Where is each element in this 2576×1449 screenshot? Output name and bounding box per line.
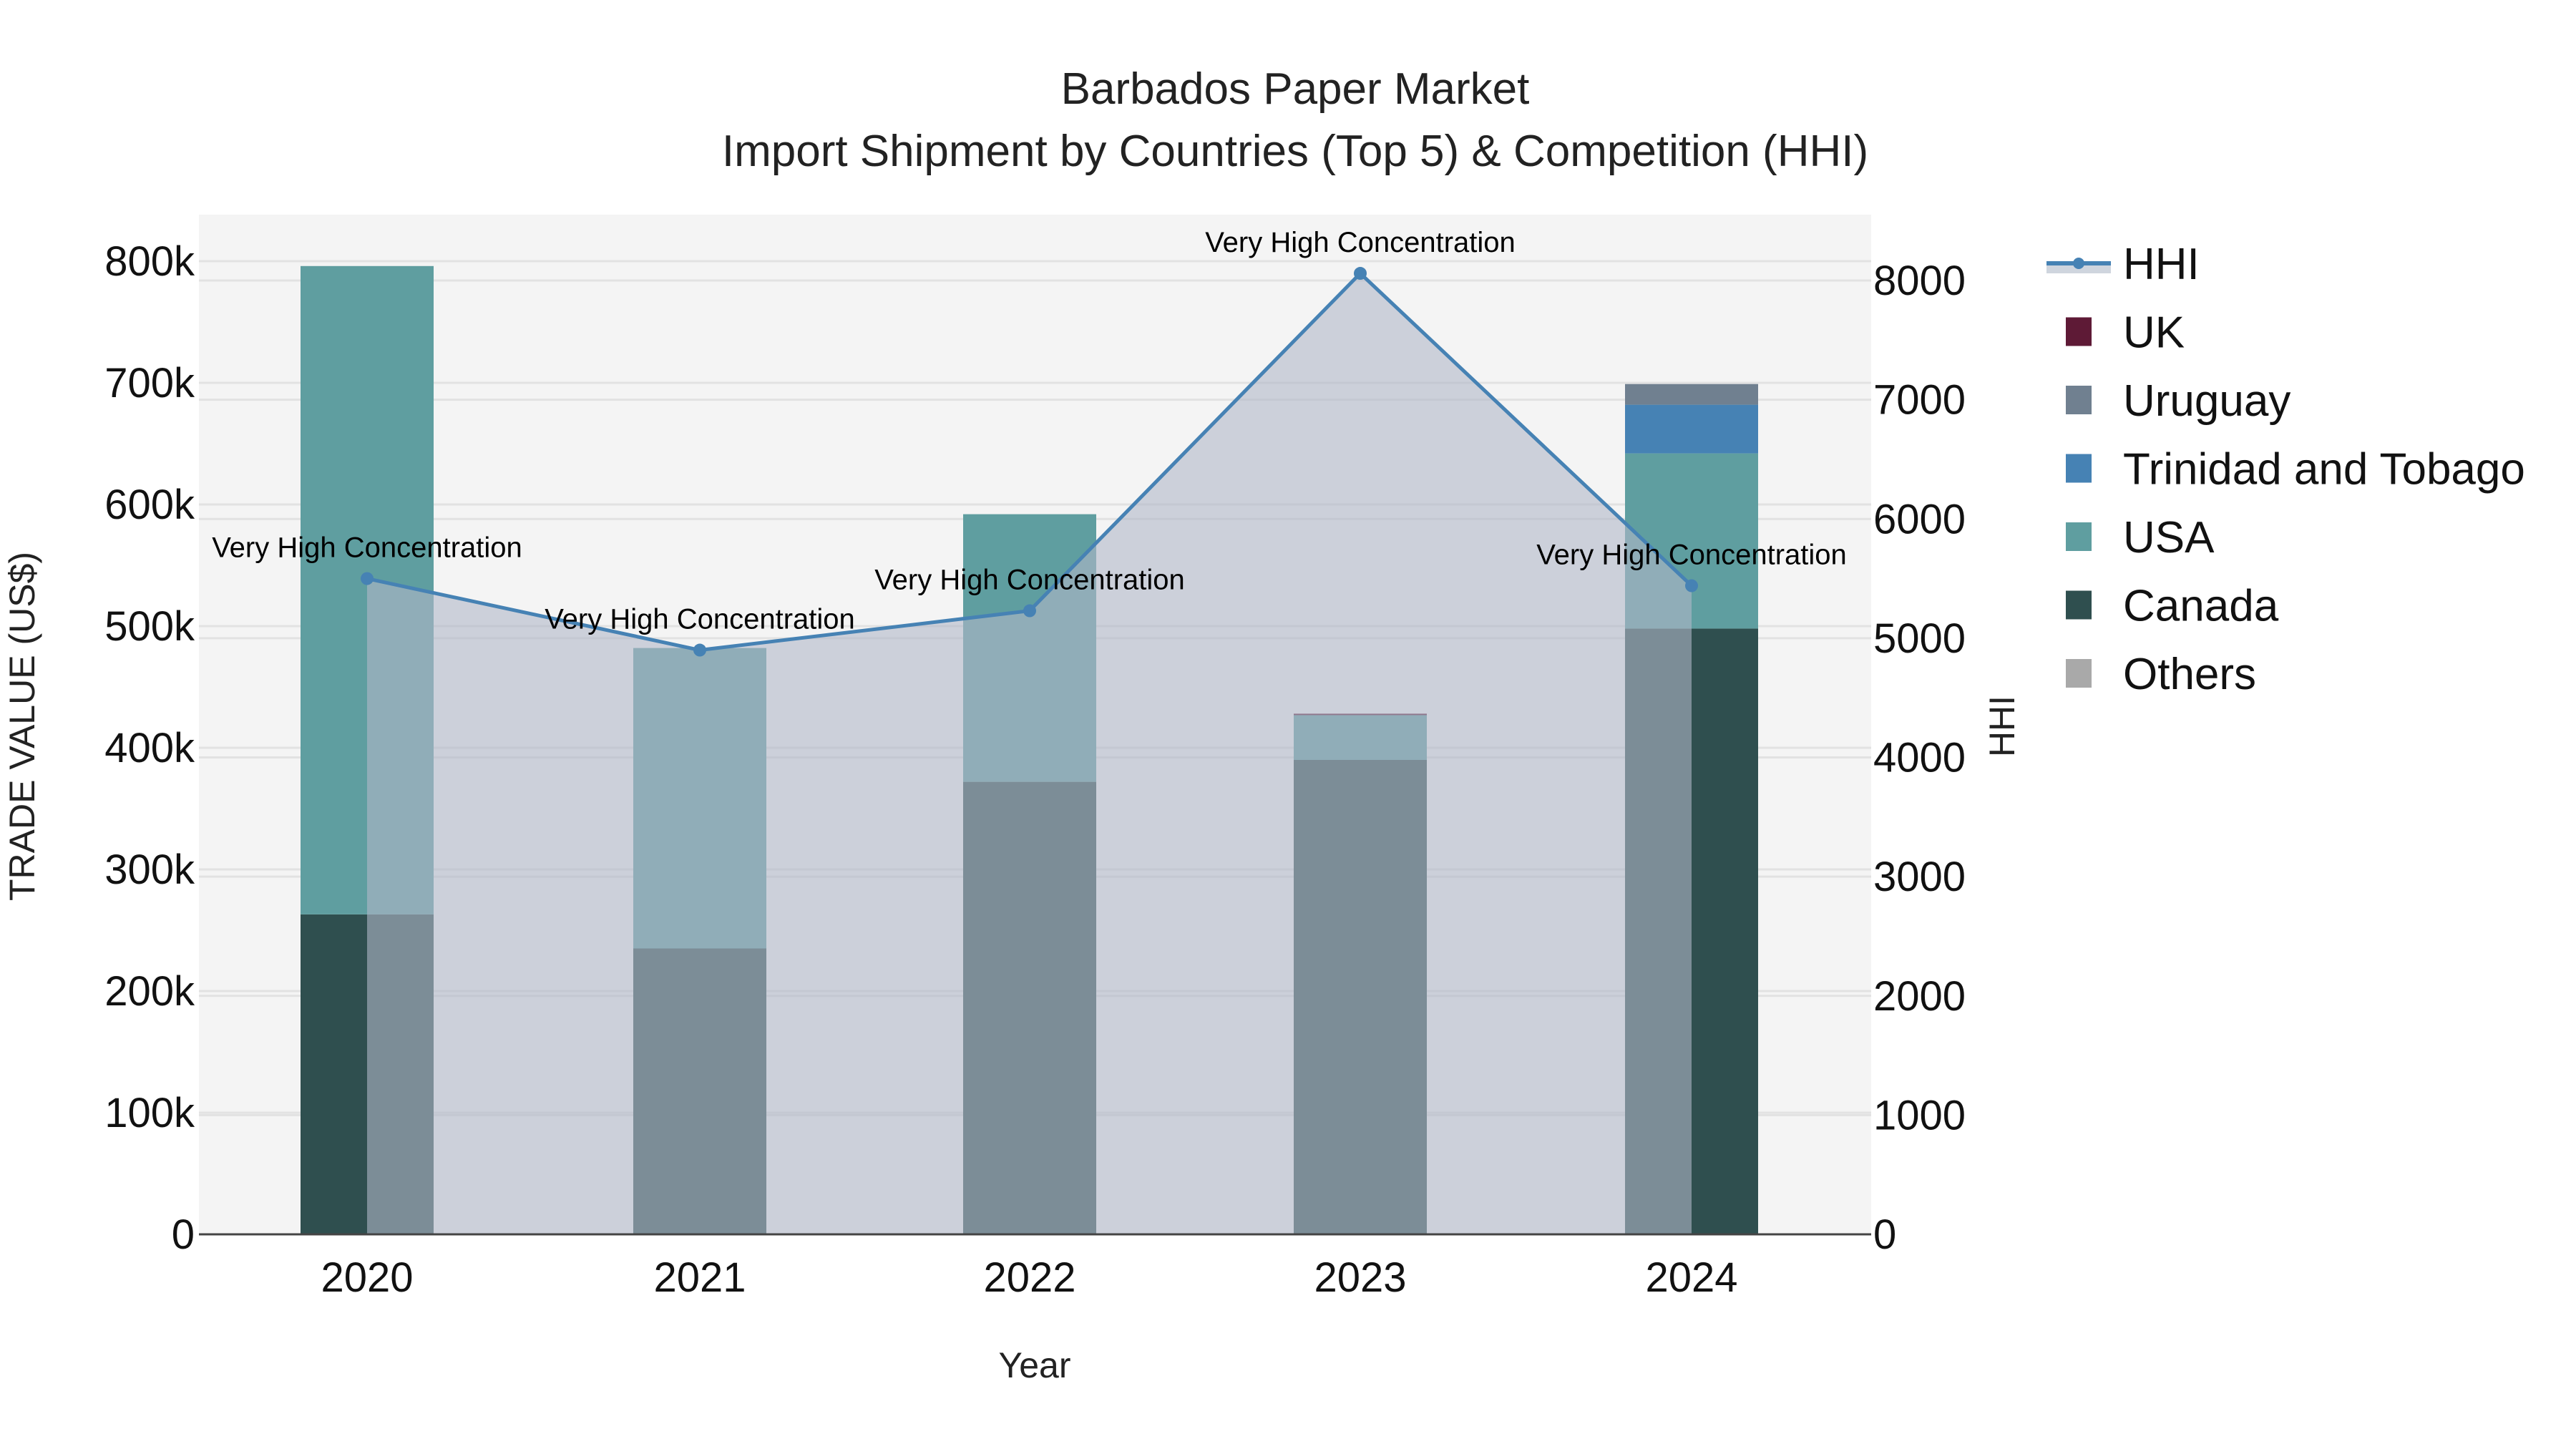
x-tick-label: 2021 <box>653 1254 746 1301</box>
x-tick-label: 2023 <box>1314 1254 1406 1301</box>
y2-tick-label: 6000 <box>1873 496 1966 542</box>
legend-swatch-icon <box>2066 454 2092 483</box>
hhi-marker[interactable] <box>361 572 374 585</box>
y2-axis-title: HHI <box>1982 696 2022 757</box>
y-tick-label: 400k <box>104 725 195 771</box>
bar-segment-trinidad-and-tobago[interactable] <box>1625 404 1758 454</box>
legend-swatch-icon <box>2066 317 2092 346</box>
y-tick-label: 800k <box>104 238 195 285</box>
hhi-marker[interactable] <box>1354 267 1367 280</box>
y2-tick-label: 8000 <box>1873 258 1966 304</box>
legend-swatch-icon <box>2066 590 2092 620</box>
hhi-annotation: Very High Concentration <box>1536 540 1847 571</box>
legend: HHI UK Uruguay Trinidad and Tobago USA Canada… <box>2046 240 2525 699</box>
x-tick-label: 2024 <box>1645 1254 1737 1301</box>
y-tick-label: 300k <box>104 847 195 893</box>
y2-tick-label: 1000 <box>1873 1092 1966 1138</box>
hhi-marker[interactable] <box>1023 604 1036 618</box>
legend-item-usa[interactable]: USA <box>2066 513 2215 562</box>
bar-segment-uruguay[interactable] <box>1625 384 1758 405</box>
legend-swatch-icon <box>2066 522 2092 551</box>
y-tick-label: 0 <box>172 1211 195 1258</box>
x-axis-title: Year <box>998 1345 1070 1385</box>
y-tick-label: 700k <box>104 360 195 406</box>
y-tick-label: 100k <box>104 1090 195 1136</box>
hhi-marker[interactable] <box>1685 579 1698 592</box>
x-tick-label: 2022 <box>983 1254 1075 1301</box>
legend-label: UK <box>2123 308 2185 358</box>
x-tick-label: 2020 <box>321 1254 413 1301</box>
y2-tick-label: 0 <box>1873 1211 1896 1258</box>
legend-label: Trinidad and Tobago <box>2123 445 2525 494</box>
legend-item-others[interactable]: Others <box>2066 650 2256 699</box>
hhi-annotation: Very High Concentration <box>1205 227 1516 258</box>
y2-tick-label: 7000 <box>1873 377 1966 424</box>
y2-tick-label: 5000 <box>1873 615 1966 662</box>
y-tick-label: 200k <box>104 968 195 1015</box>
legend-label: Canada <box>2123 582 2279 631</box>
legend-label: Others <box>2123 650 2256 699</box>
legend-label: Uruguay <box>2123 376 2290 426</box>
hhi-annotation: Very High Concentration <box>874 565 1185 596</box>
y-axis-ticks: 0 100k 200k 300k 400k 500k 600k 700k 800k <box>104 238 195 1258</box>
legend-item-trinidad-and-tobago[interactable]: Trinidad and Tobago <box>2066 445 2525 494</box>
chart-subtitle: Import Shipment by Countries (Top 5) & C… <box>722 127 1868 176</box>
x-axis-ticks: 2020 2021 2022 2023 2024 <box>321 1254 1737 1301</box>
legend-item-canada[interactable]: Canada <box>2066 582 2279 631</box>
y2-tick-label: 4000 <box>1873 735 1966 781</box>
hhi-area-fill <box>367 273 1692 1235</box>
legend-marker-icon <box>2073 258 2084 269</box>
hhi-line-series <box>361 267 1698 1235</box>
legend-item-hhi[interactable]: HHI <box>2046 240 2200 289</box>
legend-item-uruguay[interactable]: Uruguay <box>2066 376 2290 426</box>
y2-tick-label: 2000 <box>1873 973 1966 1020</box>
y-tick-label: 600k <box>104 482 195 528</box>
legend-item-uk[interactable]: UK <box>2066 308 2185 358</box>
y2-tick-label: 3000 <box>1873 854 1966 900</box>
y-tick-label: 500k <box>104 603 195 650</box>
chart-title: Barbados Paper Market <box>1061 64 1530 114</box>
hhi-annotation: Very High Concentration <box>545 604 855 635</box>
legend-label: HHI <box>2123 240 2200 289</box>
annotations: Very High Concentration Very High Concent… <box>212 227 1847 635</box>
legend-swatch-icon <box>2066 386 2092 414</box>
legend-swatch-icon <box>2066 659 2092 688</box>
legend-label: USA <box>2123 513 2215 562</box>
y-axis-title: TRADE VALUE (US$) <box>2 552 42 901</box>
hhi-annotation: Very High Concentration <box>212 532 522 564</box>
y2-axis-ticks: 0 1000 2000 3000 4000 5000 6000 7000 8000 <box>1873 258 1966 1258</box>
hhi-marker[interactable] <box>693 643 706 657</box>
